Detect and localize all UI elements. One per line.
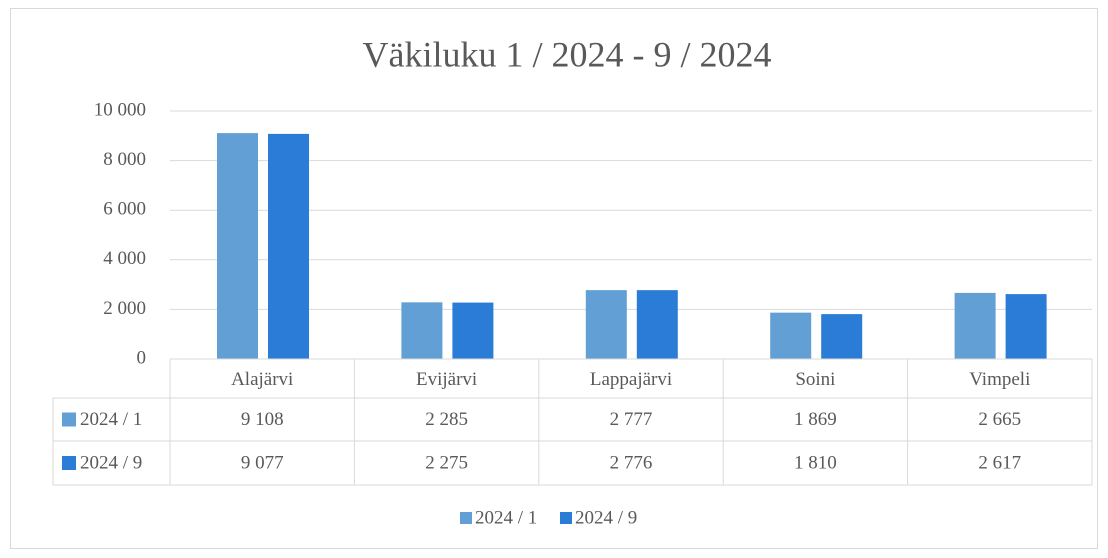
chart-title: Väkiluku 1 / 2024 - 9 / 2024 xyxy=(363,34,772,74)
y-tick-label: 10 000 xyxy=(94,99,146,120)
bar xyxy=(821,314,863,359)
table-value: 9 077 xyxy=(241,452,284,473)
table-value: 2 285 xyxy=(425,409,468,430)
x-tick-label: Vimpeli xyxy=(969,369,1030,390)
table-legend-key xyxy=(62,412,76,427)
table-value: 2 275 xyxy=(425,452,468,473)
table-value: 2 617 xyxy=(978,452,1021,473)
table-value: 2 776 xyxy=(610,452,653,473)
table-value: 2 777 xyxy=(610,409,653,430)
legend-label: 2024 / 1 xyxy=(475,507,537,528)
legend-label: 2024 / 9 xyxy=(575,507,637,528)
table-row-header: 2024 / 9 xyxy=(80,452,142,473)
table-row-header: 2024 / 1 xyxy=(80,409,142,430)
y-tick-label: 6 000 xyxy=(103,199,146,220)
y-tick-label: 4 000 xyxy=(103,248,146,269)
x-tick-label: Lappajärvi xyxy=(590,369,672,390)
x-tick-label: Soini xyxy=(795,369,835,390)
y-tick-label: 0 xyxy=(137,347,147,368)
bar xyxy=(1005,294,1047,359)
table-value: 1 869 xyxy=(794,409,837,430)
bar xyxy=(452,302,494,359)
legend-key xyxy=(560,512,572,524)
x-tick-label: Alajärvi xyxy=(231,369,293,390)
bar xyxy=(401,302,443,359)
y-tick-label: 8 000 xyxy=(103,149,146,170)
chart-border xyxy=(10,8,1098,549)
table-value: 2 665 xyxy=(978,409,1021,430)
table-value: 1 810 xyxy=(794,452,837,473)
x-tick-label: Evijärvi xyxy=(416,369,477,390)
y-tick-label: 2 000 xyxy=(103,298,146,319)
bar xyxy=(636,290,678,359)
table-value: 9 108 xyxy=(241,409,284,430)
bar xyxy=(585,290,627,359)
bar xyxy=(217,133,258,359)
table-legend-key xyxy=(62,456,76,470)
bar xyxy=(770,312,812,359)
legend-key xyxy=(460,512,472,524)
bar xyxy=(268,133,309,359)
bar xyxy=(954,292,996,359)
